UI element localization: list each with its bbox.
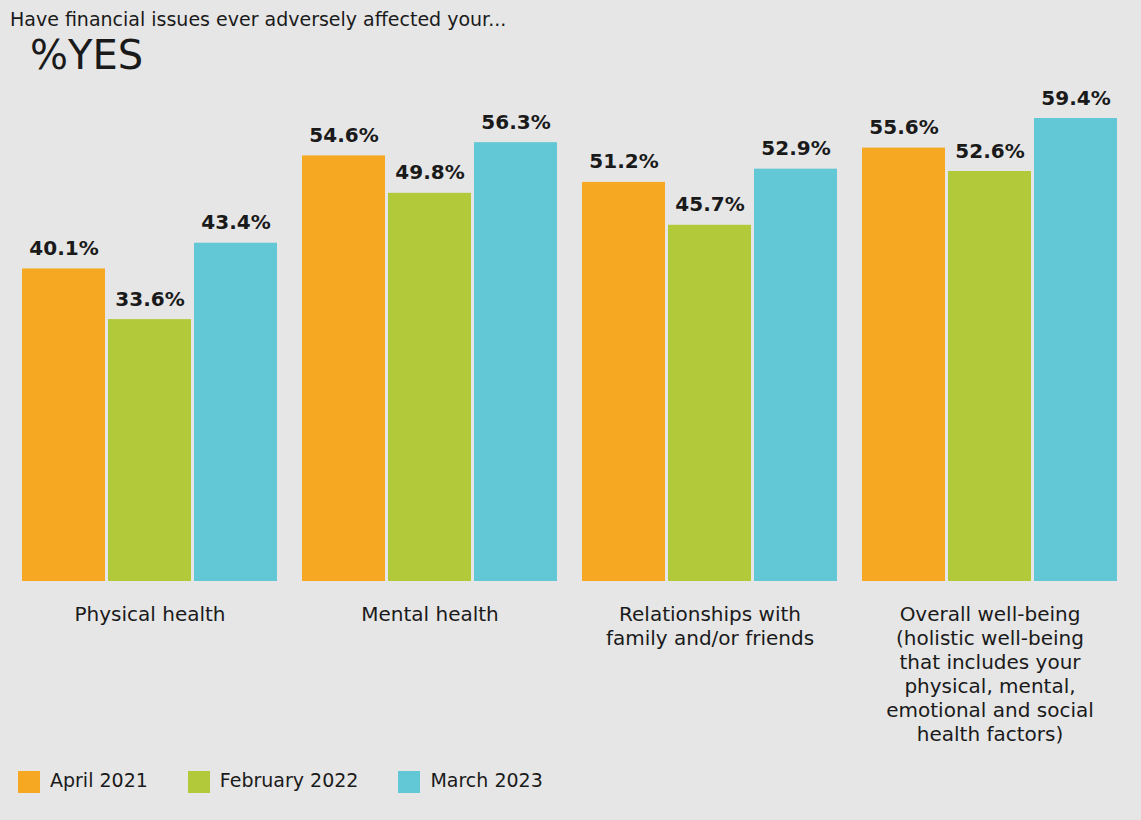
svg-text:43.4%: 43.4% xyxy=(201,210,270,234)
svg-text:Relationships withfamily and/o: Relationships withfamily and/or friends xyxy=(606,602,814,650)
svg-text:55.6%: 55.6% xyxy=(869,115,938,139)
svg-text:54.6%: 54.6% xyxy=(309,123,378,147)
svg-text:52.9%: 52.9% xyxy=(761,136,830,160)
html-text:Have financial issues ever adv: Have financial issues ever adversely aff… xyxy=(10,8,507,30)
html-text:%YES: %YES xyxy=(30,32,144,78)
svg-text:40.1%: 40.1% xyxy=(29,236,98,260)
html-text:April 2021: April 2021 xyxy=(50,769,148,792)
svg-text:Physical health: Physical health xyxy=(74,602,225,626)
svg-text:52.6%: 52.6% xyxy=(955,139,1024,163)
svg-text:Mental health: Mental health xyxy=(361,602,499,626)
svg-text:49.8%: 49.8% xyxy=(395,160,464,184)
svg-text:Overall well-being(holistic we: Overall well-being(holistic well-beingth… xyxy=(886,602,1094,746)
svg-text:59.4%: 59.4% xyxy=(1041,86,1110,110)
html-text:March 2023: March 2023 xyxy=(430,769,543,792)
svg-text:33.6%: 33.6% xyxy=(115,287,184,311)
svg-text:56.3%: 56.3% xyxy=(481,110,550,134)
html-text:February 2022: February 2022 xyxy=(219,769,359,792)
svg-text:51.2%: 51.2% xyxy=(589,149,658,173)
svg-text:45.7%: 45.7% xyxy=(675,192,744,216)
